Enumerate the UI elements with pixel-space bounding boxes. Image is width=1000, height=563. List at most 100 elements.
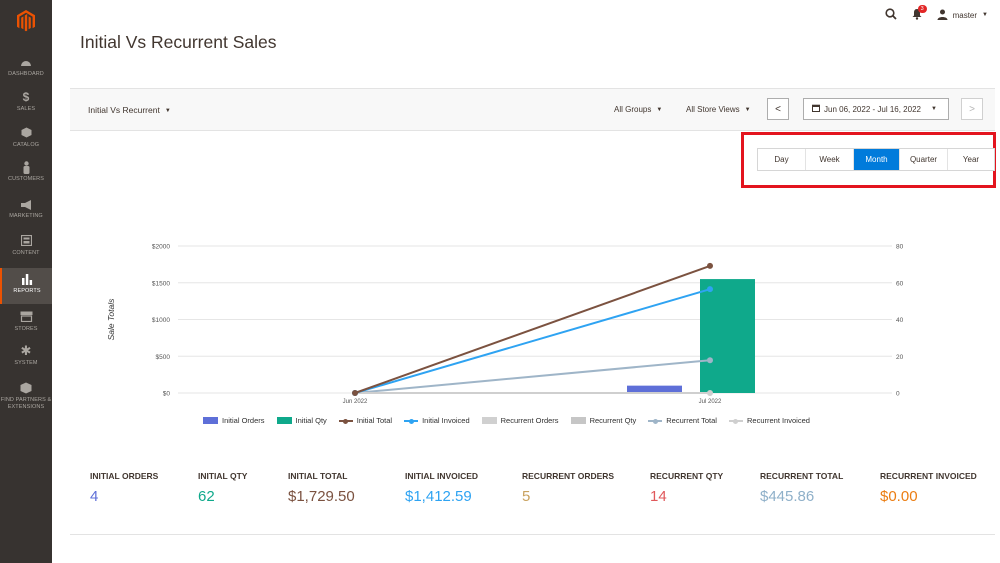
calendar-icon	[812, 104, 820, 114]
sidebar-item-system[interactable]: ✱ SYSTEM	[0, 343, 52, 366]
y-tick-label: $500	[156, 354, 171, 361]
total-value: 4	[90, 488, 99, 505]
person-icon	[19, 160, 33, 174]
y-tick-label: $1500	[152, 280, 170, 287]
date-range-picker[interactable]: Jun 06, 2022 - Jul 16, 2022 ▼	[803, 98, 949, 120]
report-type-label: Initial Vs Recurrent	[88, 105, 160, 115]
user-menu[interactable]: master ▼	[937, 9, 988, 22]
sidebar-item-marketing[interactable]: MARKETING	[0, 199, 52, 219]
legend-item-recurrent-qty[interactable]: Recurrent Qty	[570, 416, 637, 425]
period-button-month[interactable]: Month	[854, 149, 900, 170]
legend-item-initial-total[interactable]: Initial Total	[338, 416, 393, 425]
y2-tick-label: 60	[896, 280, 904, 287]
total-label: RECURRENT QTY	[650, 471, 724, 481]
gear-icon: ✱	[20, 343, 32, 358]
sidebar-item-content[interactable]: CONTENT	[0, 234, 52, 256]
total-initial-qty: INITIAL QTY 62	[198, 471, 247, 505]
sidebar-item-sales[interactable]: $ SALES	[0, 90, 52, 114]
dollar-icon: $	[22, 90, 30, 104]
cube-icon	[19, 126, 33, 140]
period-button-day[interactable]: Day	[758, 149, 806, 170]
period-button-year[interactable]: Year	[962, 155, 980, 164]
legend-swatch	[276, 417, 292, 424]
magento-logo-icon[interactable]	[0, 0, 52, 42]
legend-swatch	[404, 417, 419, 424]
total-value: $1,729.50	[288, 488, 355, 505]
sidebar-item-find[interactable]: FIND PARTNERS & EXTENSIONS	[0, 381, 52, 413]
line-initial-invoiced	[354, 288, 711, 394]
legend-item-initial-orders[interactable]: Initial Orders	[203, 416, 265, 425]
sidebar-item-label: DASHBOARD	[8, 70, 44, 77]
report-type-dropdown[interactable]: Initial Vs Recurrent ▼	[88, 105, 171, 115]
y-tick-label: $1000	[152, 317, 170, 324]
line-recurrent-total	[354, 359, 711, 394]
y-axis-title: Sale Totals	[106, 298, 116, 340]
total-initial-invoiced: INITIAL INVOICED $1,412.59	[405, 471, 478, 505]
line-initial-total	[354, 264, 711, 394]
sidebar-item-label: REPORTS	[13, 288, 41, 294]
legend-item-recurrent-invoiced[interactable]: Recurrent Invoiced	[728, 416, 810, 425]
legend-swatch	[648, 417, 663, 424]
report-toolbar: Initial Vs Recurrent ▼ All Groups ▼ All St…	[70, 88, 995, 131]
user-name: master	[952, 10, 978, 20]
legend-swatch	[338, 417, 353, 424]
legend-swatch	[728, 417, 743, 424]
sidebar-item-label: CONTENT	[12, 249, 40, 256]
legend-item-recurrent-orders[interactable]: Recurrent Orders	[481, 416, 559, 425]
user-icon	[937, 9, 948, 22]
sidebar-item-catalog[interactable]: CATALOG	[0, 126, 52, 148]
x-tick-label: Jul 2022	[699, 399, 722, 405]
chevron-down-icon: ▼	[744, 106, 751, 113]
notifications-button[interactable]: 3	[911, 5, 927, 22]
store-views-filter-label: All Store Views	[686, 105, 740, 114]
sidebar-item-stores[interactable]: STORES	[0, 310, 52, 332]
total-label: RECURRENT ORDERS	[522, 471, 615, 481]
next-period-button[interactable]: >	[961, 98, 983, 120]
total-label: RECURRENT TOTAL	[760, 471, 844, 481]
header-actions: 3 master ▼	[884, 5, 988, 22]
legend-label: Recurrent Total	[666, 416, 717, 425]
legend-label: Recurrent Qty	[589, 416, 637, 425]
page-title: Initial Vs Recurrent Sales	[80, 32, 277, 52]
previous-period-button[interactable]: <	[767, 98, 789, 120]
total-value: 5	[522, 488, 531, 505]
notification-count-badge: 3	[917, 5, 927, 13]
total-label: INITIAL INVOICED	[405, 471, 479, 481]
groups-filter-dropdown[interactable]: All Groups ▼	[614, 105, 662, 114]
sidebar-item-customers[interactable]: CUSTOMERS	[0, 160, 52, 188]
legend-item-recurrent-total[interactable]: Recurrent Total	[648, 416, 717, 425]
sidebar-item-dashboard[interactable]: DASHBOARD	[0, 55, 52, 77]
layout-icon	[19, 234, 33, 248]
total-value: $445.86	[760, 488, 815, 505]
total-value: 62	[198, 488, 215, 505]
chevron-down-icon: ▼	[982, 12, 988, 18]
total-initial-orders: INITIAL ORDERS 4	[90, 471, 158, 505]
point-initial-total	[707, 262, 713, 269]
legend-label: Initial Qty	[295, 416, 327, 425]
sales-chart: $0 $500 $1000 $1500 $2000 0 20 40 60 80 Sale Total…	[106, 244, 904, 406]
total-label: INITIAL QTY	[198, 471, 248, 481]
sidebar-item-label: SALES	[16, 106, 36, 112]
sidebar-item-reports[interactable]: REPORTS	[0, 268, 52, 304]
legend-label: Initial Total	[356, 416, 393, 425]
total-initial-total: INITIAL TOTAL $1,729.50	[288, 471, 355, 505]
bar-initial-qty	[700, 279, 755, 393]
y2-tick-label: 80	[896, 244, 904, 251]
period-button-week[interactable]: Week	[806, 149, 854, 170]
total-value: $0.00	[880, 488, 918, 505]
period-button-quarter[interactable]: Quarter	[900, 149, 948, 170]
chevron-left-icon: <	[775, 103, 781, 115]
legend-item-initial-invoiced[interactable]: Initial Invoiced	[404, 416, 470, 425]
total-value: 14	[650, 488, 667, 505]
y2-tick-label: 20	[896, 354, 904, 361]
search-icon[interactable]	[884, 8, 897, 22]
total-label: INITIAL TOTAL	[288, 471, 348, 481]
bar-initial-orders	[627, 385, 682, 393]
point-initial-total	[352, 390, 358, 396]
store-views-filter-dropdown[interactable]: All Store Views ▼	[686, 105, 751, 114]
legend-item-initial-qty[interactable]: Initial Qty	[276, 416, 327, 425]
point-recurrent-total	[707, 357, 713, 364]
megaphone-icon	[19, 199, 33, 211]
chevron-down-icon: ▼	[656, 106, 663, 113]
divider	[70, 534, 995, 535]
